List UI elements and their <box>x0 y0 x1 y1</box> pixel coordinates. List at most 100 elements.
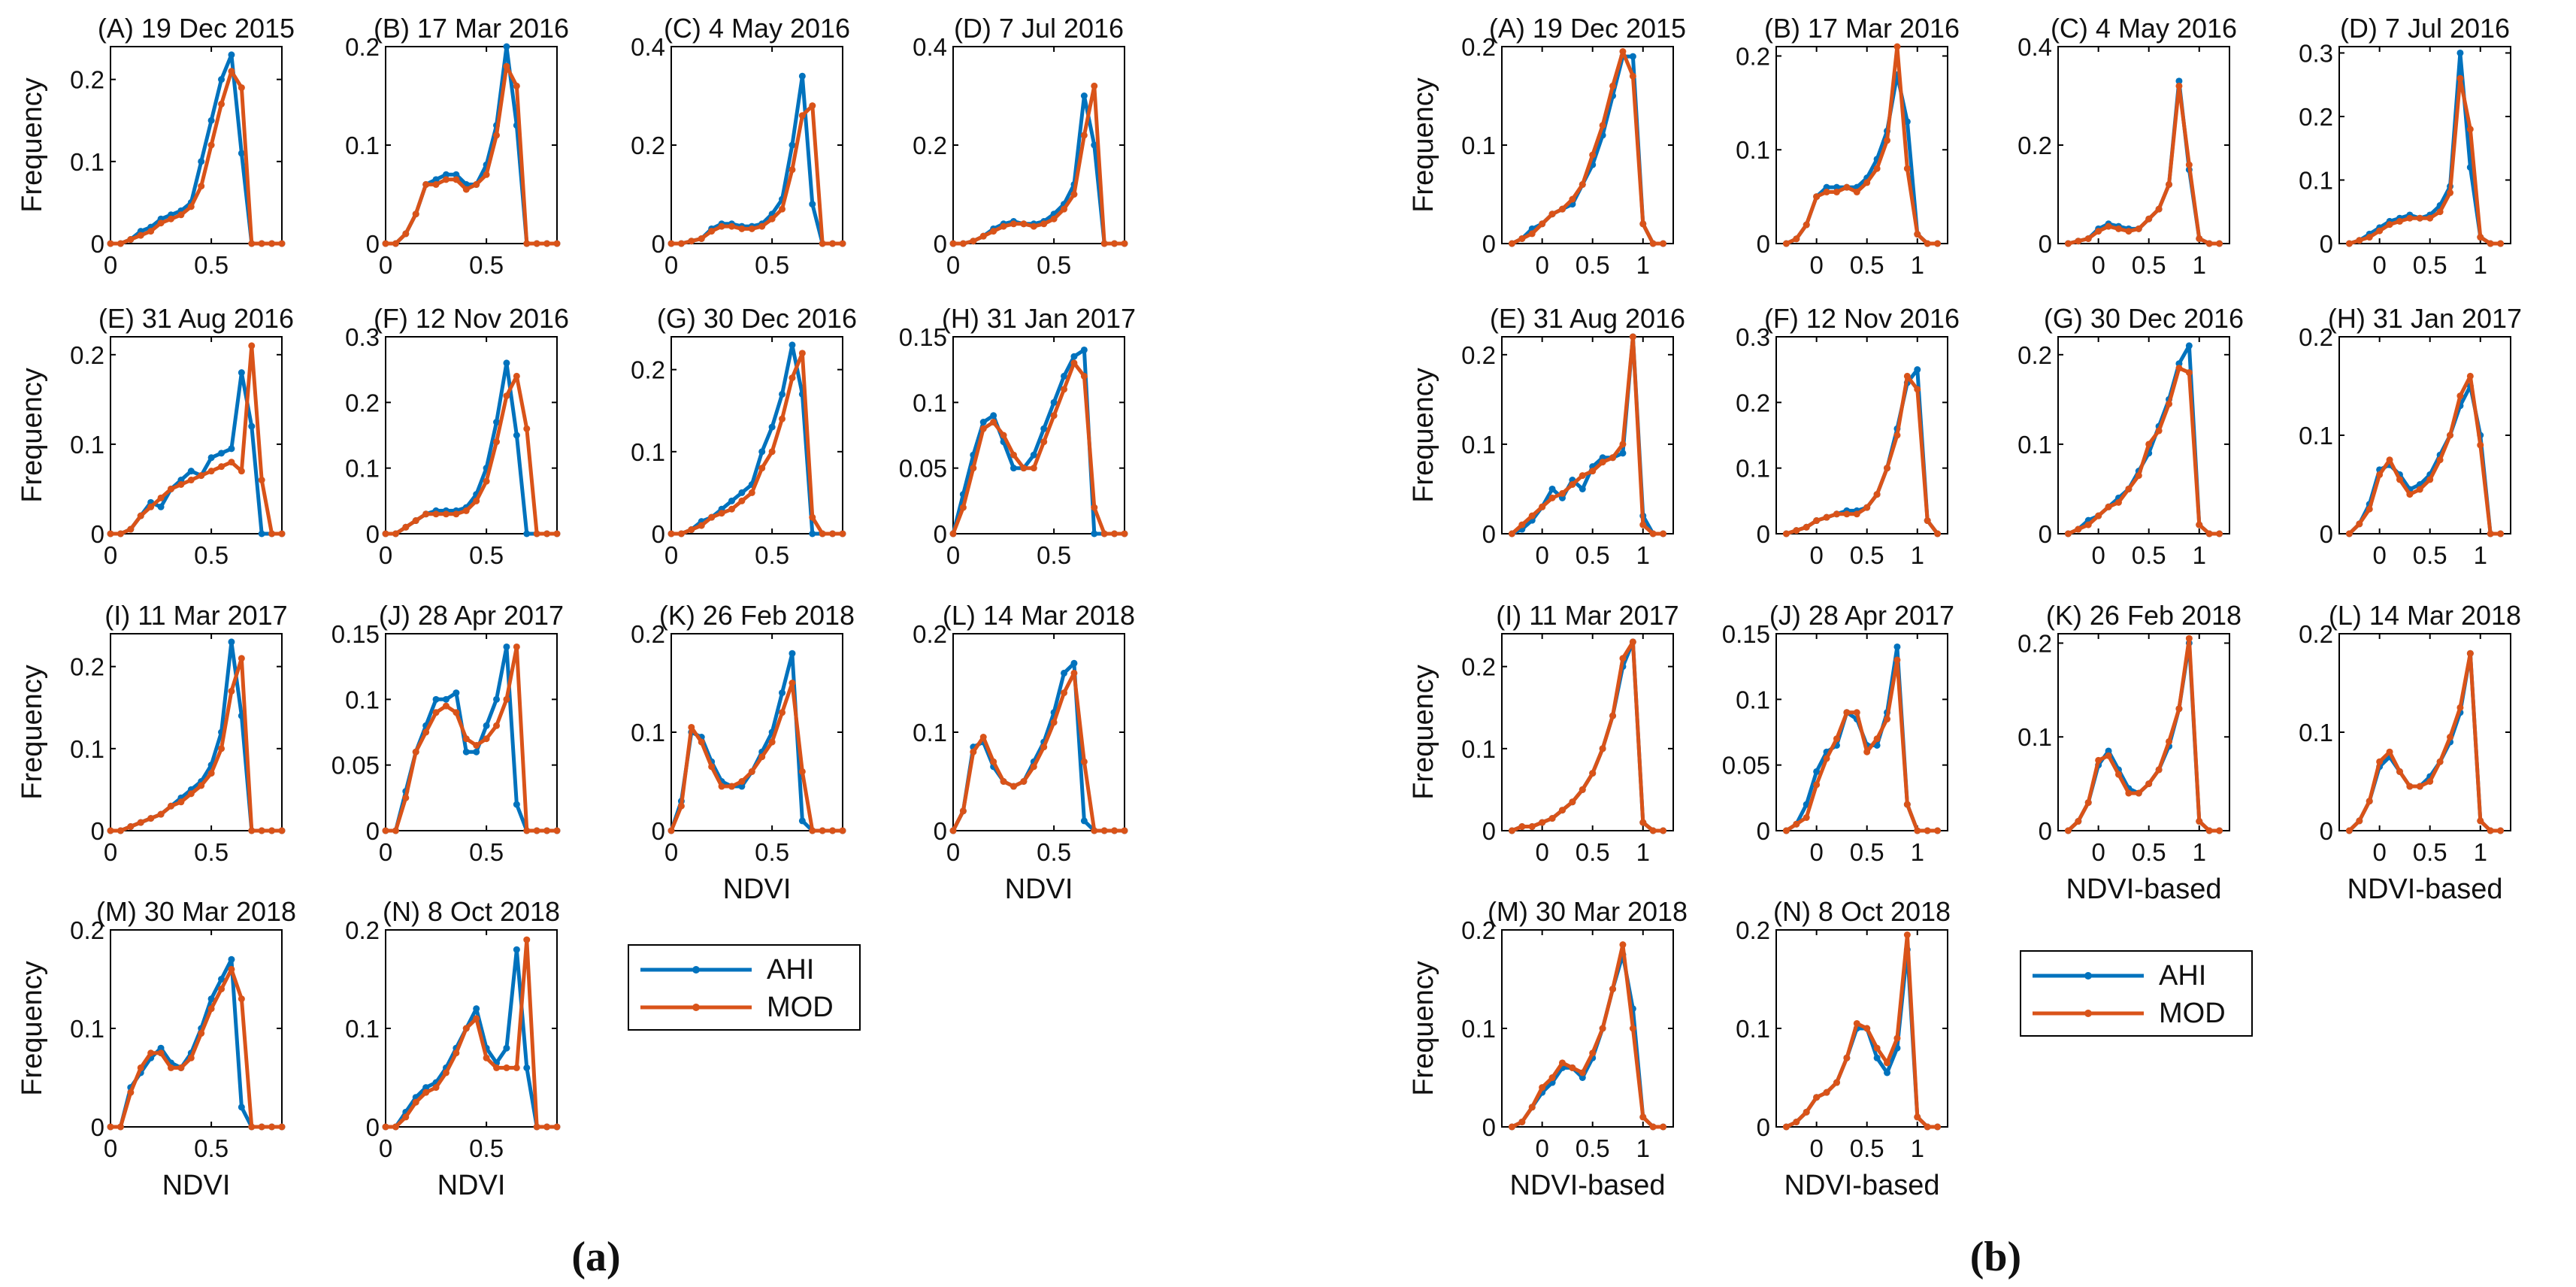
plot-a-m-ytick-label: 0.1 <box>70 1015 104 1043</box>
plot-a-m-point-mod <box>117 1123 124 1131</box>
plot-b-k-point-mod <box>2205 827 2213 834</box>
plot-b-e-xtick-label: 1 <box>1636 541 1650 569</box>
plot-b-f-point-mod <box>1813 517 1821 525</box>
plot-a-j-point-mod <box>503 695 510 703</box>
plot-a-k-point-ahi <box>789 650 796 657</box>
plot-b-c-point-mod <box>2196 235 2203 242</box>
plot-b-l-ytick-label: 0.2 <box>2299 620 2333 648</box>
plot-b-k-ytick-label: 0 <box>2039 817 2052 845</box>
plot-a-n-point-mod <box>503 1064 510 1071</box>
plot-a-k-point-mod <box>789 680 796 686</box>
plot-a-d-point-mod <box>959 240 967 247</box>
plot-a-h-ytick-label: 0.05 <box>899 455 947 483</box>
plot-a-h-point-mod <box>990 419 997 426</box>
plot-b-d-point-mod <box>2456 74 2464 82</box>
plot-b-c: 0 0.2 0.4 0 0.5 1 (C) 4 May 2016 <box>2018 13 2237 279</box>
plot-b-c-point-mod <box>2145 215 2153 223</box>
plot-b-j-series-mod <box>1785 658 1938 833</box>
plot-a-g-point-mod <box>738 497 746 504</box>
plot-a-b-point-mod <box>533 240 540 247</box>
plot-b-c-point-ahi <box>2175 77 2183 85</box>
plot-b-f: 0 0.1 0.2 0.3 0 0.5 1 (F) 12 Nov 2016 <box>1736 303 1960 569</box>
plot-a-f-point-ahi <box>523 530 531 538</box>
plot-a-h-ytick-label: 0.15 <box>899 323 947 351</box>
plot-a-e-point-ahi <box>248 422 256 430</box>
plot-a-n-point-ahi <box>503 1044 510 1052</box>
plot-b-h-point-mod <box>2416 486 2423 493</box>
plot-a-k-ytick-label: 0 <box>652 817 665 845</box>
plot-a-f-point-mod <box>513 372 520 380</box>
plot-b-n-point-mod <box>1924 1123 1931 1131</box>
plot-b-n-series-mod <box>1785 933 1938 1129</box>
plot-b-g-point-mod <box>2095 512 2102 519</box>
plot-b-k-point-mod <box>2175 705 2183 713</box>
plot-a-n-xtick-label: 0 <box>379 1134 392 1162</box>
plot-b-j-xtick-label: 0.5 <box>1850 838 1884 866</box>
plot-a-m-xlabel: NDVI <box>162 1170 231 1201</box>
plot-a-h-point-ahi <box>990 412 997 419</box>
plot-a-k-point-ahi <box>738 783 746 790</box>
plot-a-a-point-mod <box>238 84 245 92</box>
plot-b-l-title: (L) 14 Mar 2018 <box>2329 600 2521 631</box>
plot-b-n: 0 0.1 0.2 0 0.5 1 (N) 8 Oct 2018 NDVI-based <box>1736 896 1951 1201</box>
plot-a-j-point-mod <box>453 709 460 716</box>
plot-a-j-xtick-label: 0.5 <box>469 838 504 866</box>
plot-a-l-point-ahi <box>1061 669 1068 677</box>
plot-a-m-title: (M) 30 Mar 2018 <box>96 896 296 927</box>
plot-b-j-point-mod <box>1813 781 1821 789</box>
plot-b-h-point-mod <box>2456 392 2464 400</box>
plot-b-c-point-mod <box>2185 161 2193 168</box>
plot-a-g-xtick-label: 0 <box>664 541 678 569</box>
plot-a-a-xtick-label: 0.5 <box>194 251 229 279</box>
plot-a-a-xtick-label: 0 <box>104 251 117 279</box>
plot-b-l-point-mod <box>2345 827 2353 834</box>
plot-a-i-point-mod <box>107 827 114 834</box>
plot-a-g-axes-box <box>670 336 843 534</box>
plot-a-h-point-ahi <box>1070 353 1078 360</box>
legend-a-mod-marker <box>692 1004 700 1011</box>
plot-b-n-xtick-label: 0 <box>1809 1134 1823 1162</box>
plot-a-a-ytick-label: 0 <box>91 230 104 258</box>
plot-b-n-point-mod <box>1803 1108 1810 1116</box>
plot-a-i-point-mod <box>177 798 185 806</box>
plot-b-i-point-mod <box>1508 827 1515 834</box>
plot-a-m-point-mod <box>137 1064 144 1071</box>
plot-b-i-point-mod <box>1660 827 1667 834</box>
plot-b-k-point-mod <box>2075 818 2082 825</box>
plot-a-f: 0 0.1 0.2 0.3 0 0.5 (F) 12 Nov 2016 <box>345 303 569 569</box>
plot-b-a-point-mod <box>1660 240 1667 247</box>
plot-a-h-point-mod <box>1091 504 1098 511</box>
plot-b-b-point-mod <box>1853 188 1860 195</box>
plot-a-f-xtick-label: 0.5 <box>469 541 504 569</box>
plot-a-e-axes-box <box>110 336 283 534</box>
plot-a-k-xlabel: NDVI <box>723 874 792 905</box>
plot-b-e-xtick-label: 0.5 <box>1576 541 1610 569</box>
plot-b-k-xtick-label: 0 <box>2091 838 2105 866</box>
plot-b-m-point-mod <box>1518 1118 1526 1125</box>
plot-a-c-point-mod <box>809 102 816 110</box>
plot-b-n-point-ahi <box>1884 1069 1891 1077</box>
plot-b-i-point-mod <box>1599 745 1606 753</box>
plot-b-m-point-mod <box>1599 1025 1606 1032</box>
plot-a-f-xtick-label: 0 <box>379 541 392 569</box>
plot-a-b-point-mod <box>483 171 490 178</box>
plot-a-i-point-mod <box>137 819 144 826</box>
plot-a-c-point-mod <box>708 228 716 235</box>
plot-b-g-point-mod <box>2064 530 2072 538</box>
plot-b-k-point-mod <box>2105 752 2112 759</box>
plot-b-h-point-mod <box>2386 456 2393 464</box>
plot-a-n-point-ahi <box>523 1064 531 1071</box>
plot-b-c-point-mod <box>2205 240 2213 247</box>
plot-a-a-point-ahi <box>198 158 205 165</box>
plot-a-c-ytick-label: 0.4 <box>631 33 665 61</box>
plot-b-a-ytick-label: 0.2 <box>1461 33 1496 61</box>
plot-b-i-ytick-label: 0.1 <box>1461 735 1496 763</box>
plot-a-g-point-mod <box>688 526 695 534</box>
plot-b-n-point-mod <box>1843 1054 1851 1061</box>
plot-b-l-point-mod <box>2356 817 2363 825</box>
plot-a-d-point-mod <box>1010 220 1017 228</box>
plot-b-n-point-ahi <box>1873 1054 1881 1061</box>
plot-b-k-ytick-label: 0.1 <box>2018 723 2052 751</box>
plot-b-f-point-mod <box>1803 523 1810 531</box>
plot-b-l-point-mod <box>2426 778 2434 785</box>
